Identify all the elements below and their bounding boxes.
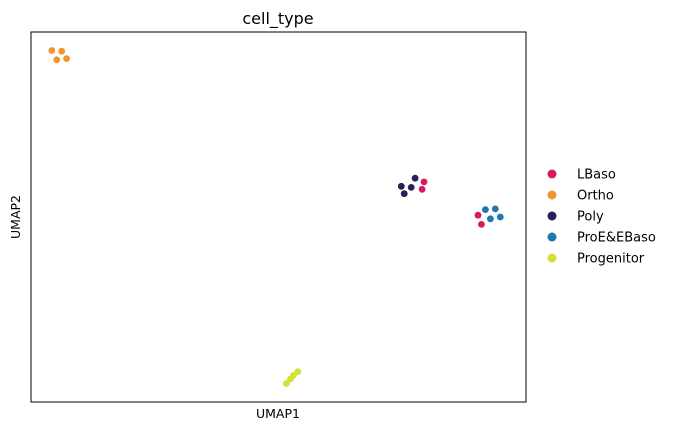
point-poly-0 [411, 174, 419, 182]
point-proe-ebaso-3 [487, 215, 494, 223]
point-lbaso-3 [478, 221, 485, 228]
y-axis-label: UMAP2 [8, 195, 23, 239]
point-poly-2 [407, 184, 415, 191]
point-lbaso-0 [420, 178, 428, 186]
plot-area [30, 31, 527, 403]
x-axis-label: UMAP1 [256, 406, 300, 421]
point-progenitor-2 [287, 375, 294, 383]
legend-marker-0 [547, 169, 557, 179]
legend-marker-3 [547, 232, 557, 242]
legend-label-1: Ortho [577, 189, 614, 204]
legend-marker-2 [547, 211, 557, 221]
legend: LBaso Ortho Poly ProE&EBaso Progenitor [547, 168, 656, 267]
point-poly-1 [397, 182, 405, 190]
legend-label-3: ProE&EBaso [577, 231, 656, 246]
point-proe-ebaso-2 [496, 213, 504, 221]
point-proe-ebaso-1 [491, 205, 499, 213]
point-ortho-2 [53, 56, 61, 64]
point-lbaso-2 [474, 211, 482, 219]
legend-label-0: LBaso [577, 168, 616, 183]
point-poly-3 [400, 190, 408, 198]
legend-label-2: Poly [577, 210, 604, 225]
legend-label-4: Progenitor [577, 252, 645, 267]
point-ortho-3 [63, 55, 70, 62]
point-ortho-0 [48, 47, 56, 54]
chart-title: cell_type [242, 9, 313, 29]
point-progenitor-3 [283, 380, 290, 387]
point-proe-ebaso-0 [482, 206, 489, 214]
point-ortho-1 [58, 47, 66, 55]
legend-marker-1 [547, 190, 557, 200]
data-points [48, 47, 504, 387]
point-lbaso-1 [418, 185, 426, 193]
legend-marker-4 [547, 253, 557, 263]
